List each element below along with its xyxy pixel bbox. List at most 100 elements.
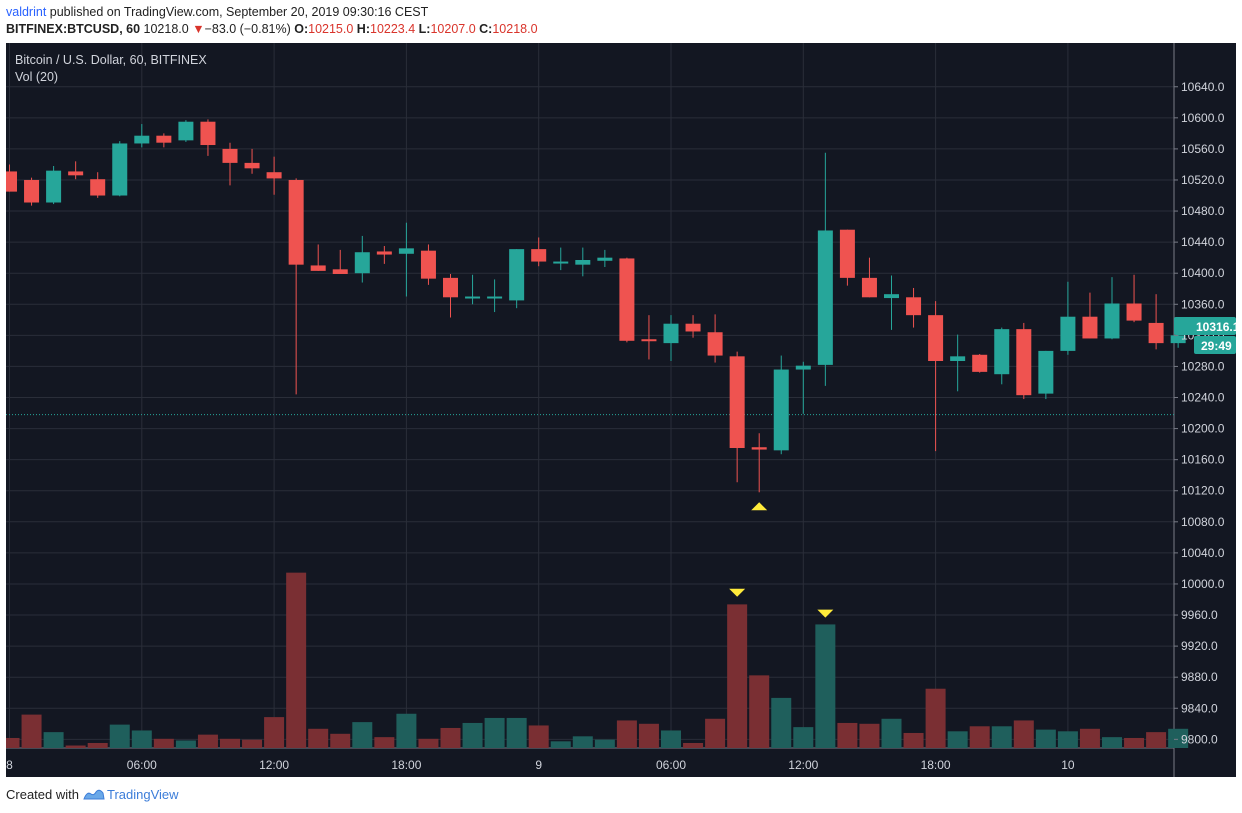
candle-body xyxy=(1082,316,1098,339)
volume-bar xyxy=(352,722,373,748)
up-triangle-icon xyxy=(751,502,768,511)
volume-bar xyxy=(638,723,659,748)
candle-body xyxy=(729,356,745,449)
volume-bar xyxy=(153,738,174,748)
candle-body xyxy=(817,230,833,365)
price-tick-label: 10080.0 xyxy=(1181,515,1225,529)
chart-background xyxy=(6,43,1236,777)
time-axis[interactable]: 8 06:00 12:00 18:00 9 06:00 12:00 18:00 10 xyxy=(6,758,1075,772)
candle-body xyxy=(134,135,150,144)
volume-bar xyxy=(43,732,64,748)
volume-bar xyxy=(6,737,20,748)
price-tick-label: 10040.0 xyxy=(1181,546,1225,560)
low-label: L: xyxy=(418,22,431,36)
candle-body xyxy=(685,323,701,332)
tradingview-link[interactable]: TradingView xyxy=(106,787,179,802)
candle-body xyxy=(376,251,392,255)
candle-body xyxy=(487,296,503,299)
volume-bar xyxy=(462,722,483,748)
candle-body xyxy=(266,172,282,179)
price-tick-label: 10000.0 xyxy=(1181,577,1225,591)
volume-bar xyxy=(65,745,86,748)
volume-bar xyxy=(925,688,946,748)
time-tick-label: 18:00 xyxy=(391,758,421,772)
volume-bar xyxy=(220,738,240,748)
candle-body xyxy=(288,179,304,265)
volume-bar xyxy=(418,738,439,748)
candle-body xyxy=(112,143,128,196)
legend-volume: Vol (20) xyxy=(15,70,58,84)
candle-body xyxy=(509,249,525,301)
candlestick-chart[interactable]: 10640.0 10600.0 10560.0 10520.0 10480.0 10440… xyxy=(6,43,1236,777)
candle-body xyxy=(663,323,679,344)
price-tick-label: 10200.0 xyxy=(1181,422,1225,436)
candle-body xyxy=(68,171,84,176)
footer: Created with TradingView xyxy=(6,787,179,802)
time-tick-label: 10 xyxy=(1061,758,1075,772)
low-value: 10207.0 xyxy=(430,22,476,36)
candle-body xyxy=(443,277,458,298)
candles xyxy=(6,119,1186,493)
candle-body xyxy=(398,248,414,254)
down-triangle-icon xyxy=(729,588,746,597)
volume-bar xyxy=(991,726,1012,748)
candle-body xyxy=(839,229,855,278)
candle-body xyxy=(861,277,877,298)
time-tick-label: 8 xyxy=(6,758,13,772)
volume-bar xyxy=(616,720,637,748)
candle-body xyxy=(575,259,591,265)
candle-body xyxy=(332,269,348,274)
candle-body xyxy=(420,250,436,279)
author-link[interactable]: valdrint xyxy=(6,5,47,19)
volume-bar xyxy=(1079,728,1100,748)
bar-countdown: 29:49 xyxy=(1201,339,1232,353)
volume-bars xyxy=(6,572,1189,748)
volume-bar xyxy=(727,604,748,748)
price-axis[interactable]: 10640.0 10600.0 10560.0 10520.0 10480.0 10440… xyxy=(1174,80,1225,747)
candle-body xyxy=(1148,322,1164,344)
open-label: O: xyxy=(294,22,309,36)
volume-bar xyxy=(264,717,285,748)
volume-bar xyxy=(969,726,990,748)
candle-body xyxy=(1038,350,1054,394)
candle-body xyxy=(90,179,106,196)
volume-bar xyxy=(1013,720,1034,748)
candle-body xyxy=(795,365,811,370)
volume-bar xyxy=(87,742,108,748)
time-tick-label: 18:00 xyxy=(921,758,951,772)
volume-bar xyxy=(947,731,968,748)
price-tick-label: 10600.0 xyxy=(1181,111,1225,125)
candle-body xyxy=(994,329,1010,375)
candle-body xyxy=(1060,316,1076,351)
volume-bar xyxy=(1102,737,1122,748)
down-triangle-icon xyxy=(817,609,834,618)
volume-bar xyxy=(242,739,263,748)
volume-bar xyxy=(749,675,770,748)
open-value: 10215.0 xyxy=(308,22,354,36)
volume-bar xyxy=(550,741,571,748)
volume-bar xyxy=(1146,732,1167,748)
candle-body xyxy=(950,356,966,361)
candle-body xyxy=(6,171,17,192)
volume-bar xyxy=(881,718,902,748)
price-tick-label: 10160.0 xyxy=(1181,453,1225,467)
price-tick-label: 10120.0 xyxy=(1181,484,1225,498)
volume-bar xyxy=(396,713,417,748)
candle-body xyxy=(751,447,767,450)
tradingview-logo-icon xyxy=(83,789,105,799)
candle-body xyxy=(354,252,370,274)
price-tick-label: 10280.0 xyxy=(1181,359,1225,373)
volume-bar xyxy=(484,717,505,748)
volume-bar xyxy=(308,728,329,748)
ohlc-row: BITFINEX:BTCUSD, 60 10218.0 ▼−83.0 (−0.8… xyxy=(6,22,538,36)
price-tick-label: 10240.0 xyxy=(1181,391,1225,405)
candle-body xyxy=(906,297,922,316)
volume-bar xyxy=(528,725,549,748)
volume-bar xyxy=(197,734,218,748)
volume-bar xyxy=(21,714,42,748)
last-price-tag-value: 10316.1 xyxy=(1196,320,1236,334)
price-tick-label: 10400.0 xyxy=(1181,266,1225,280)
candle-body xyxy=(156,135,172,143)
price-tick-label: 10480.0 xyxy=(1181,204,1225,218)
candle-body xyxy=(553,261,569,264)
